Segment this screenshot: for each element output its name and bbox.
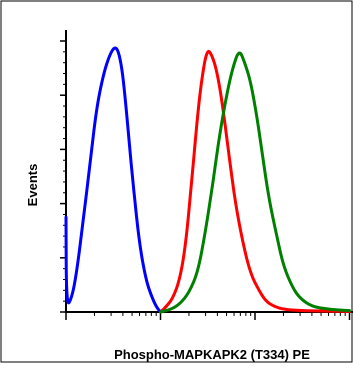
x-axis-label: Phospho-MAPKAPK2 (T334) PE xyxy=(114,347,310,362)
y-axis-label: Events xyxy=(25,164,40,207)
figure-border xyxy=(1,1,352,362)
